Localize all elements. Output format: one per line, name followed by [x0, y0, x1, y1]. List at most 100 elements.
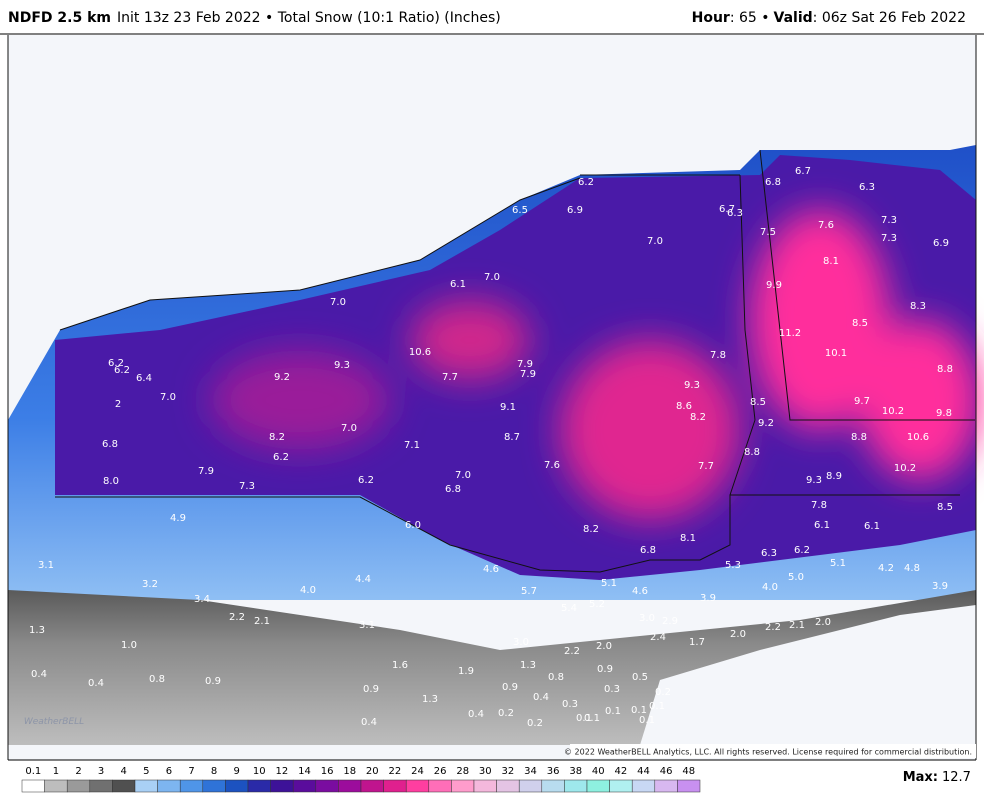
- value-label: 6.1: [450, 279, 466, 290]
- value-label: 0.9: [502, 682, 518, 693]
- value-label: 0.3: [604, 684, 620, 695]
- state-border: [759, 149, 975, 421]
- colorbar-tick: 3: [98, 766, 104, 777]
- colorbar-swatch: [654, 779, 678, 793]
- value-label: 6.1: [864, 521, 880, 532]
- value-label: 10.2: [882, 406, 904, 417]
- value-label: 2.0: [815, 617, 831, 628]
- colorbar-tick: 9: [234, 766, 240, 777]
- value-label: 8.2: [583, 524, 599, 535]
- value-label: 0.5: [632, 672, 648, 683]
- value-label: 2.0: [730, 629, 746, 640]
- colorbar-tick: 46: [660, 766, 673, 777]
- colorbar-swatch: [405, 779, 430, 793]
- colorbar-tick: 10: [253, 766, 266, 777]
- colorbar-swatch: [134, 779, 158, 793]
- value-label: 5.3: [725, 560, 741, 571]
- value-label: 10.2: [894, 463, 916, 474]
- colorbar-swatch: [179, 779, 204, 793]
- colorbar-swatch: [496, 779, 520, 793]
- colorbar-swatch: [338, 779, 362, 793]
- value-label: 6.3: [859, 182, 875, 193]
- colorbar-tick: 1: [53, 766, 59, 777]
- header-left: NDFD 2.5 km Init 13z 23 Feb 2022 • Total …: [8, 10, 501, 26]
- value-label: 7.0: [647, 236, 663, 247]
- value-label: 9.7: [854, 396, 870, 407]
- value-label: 0.8: [548, 672, 564, 683]
- colorbar-swatch: [157, 779, 181, 793]
- value-label: 3.9: [700, 593, 716, 604]
- value-label: 6.8: [102, 439, 118, 450]
- value-label: 9.9: [766, 280, 782, 291]
- value-label: 6.9: [567, 205, 583, 216]
- borders: [7, 35, 977, 760]
- value-label: 0.4: [88, 678, 104, 689]
- logo: WeatherBELL: [24, 717, 84, 727]
- colorbar-tick: 34: [524, 766, 537, 777]
- value-label: 7.3: [881, 215, 897, 226]
- colorbar-swatch: [428, 779, 452, 793]
- value-label: 6.7: [719, 204, 735, 215]
- value-label: 9.3: [684, 380, 700, 391]
- value-label: 0.1: [649, 701, 665, 712]
- colorbar-tick: 5: [143, 766, 149, 777]
- value-label: 8.0: [103, 476, 119, 487]
- value-label: 0.1: [576, 713, 592, 724]
- value-label: 6.5: [512, 205, 528, 216]
- colorbar-tick: 38: [569, 766, 582, 777]
- colorbar-swatch: [270, 779, 294, 793]
- snow-magenta-area: [210, 350, 390, 450]
- value-label: 6.3: [727, 208, 743, 219]
- colorbar-tick: 44: [637, 766, 650, 777]
- colorbar-swatch: [518, 779, 543, 793]
- colorbar-swatch: [677, 779, 701, 793]
- value-label: 8.8: [937, 364, 953, 375]
- colorbar-swatch: [21, 779, 45, 793]
- colorbar-swatch: [247, 779, 271, 793]
- copyright-bg: [570, 744, 976, 758]
- value-label: 6.2: [114, 365, 130, 376]
- value-label: 6.3: [761, 548, 777, 559]
- value-label: 7.6: [818, 220, 834, 231]
- value-labels: 6.26.5 6.97.06.86.76.36.76.37.57.6 7.37.3 6…: [29, 166, 953, 729]
- copyright: © 2022 WeatherBELL Analytics, LLC. All r…: [564, 748, 972, 757]
- value-label: 3.0: [639, 613, 655, 624]
- colorbar-tick: 0.1: [25, 766, 41, 777]
- value-label: 3.4: [194, 594, 210, 605]
- colorbar-swatch: [541, 779, 565, 793]
- colorbar-swatch: [473, 779, 497, 793]
- valid: : 06z Sat 26 Feb 2022: [813, 10, 966, 26]
- colorbar-swatch: [586, 779, 610, 793]
- colorbar-swatch: [44, 779, 68, 793]
- colorbar-tick: 42: [615, 766, 628, 777]
- value-label: 4.4: [355, 574, 371, 585]
- frame: [7, 35, 977, 760]
- snow-pink-area: [410, 300, 530, 380]
- value-label: 2.2: [765, 622, 781, 633]
- value-label: 4.8: [904, 563, 920, 574]
- colorbar-tick: 28: [456, 766, 469, 777]
- value-label: 7.8: [710, 350, 726, 361]
- value-label: 1.7: [689, 637, 705, 648]
- value-label: 9.1: [500, 402, 516, 413]
- value-label: 5.0: [788, 572, 804, 583]
- value-label: 0.1: [605, 706, 621, 717]
- value-label: 7.9: [198, 466, 214, 477]
- colorbar-tick: 12: [276, 766, 289, 777]
- value-label: 7.0: [455, 470, 471, 481]
- value-label: 7.7: [698, 461, 714, 472]
- colorbar-swatch: [315, 779, 339, 793]
- value-label: 6.4: [136, 373, 152, 384]
- value-label: 6.2: [273, 452, 289, 463]
- value-label: 2.9: [662, 616, 678, 627]
- colorbar-tick: 30: [479, 766, 492, 777]
- value-label: 9.8: [936, 408, 952, 419]
- value-label: 8.9: [826, 471, 842, 482]
- value-label: 2.2: [564, 646, 580, 657]
- colorbar-swatch: [451, 779, 475, 793]
- value-label: 10.6: [907, 432, 929, 443]
- value-label: 4.6: [483, 564, 499, 575]
- colorbar-tick: 18: [343, 766, 356, 777]
- snow-pink-area: [860, 320, 980, 480]
